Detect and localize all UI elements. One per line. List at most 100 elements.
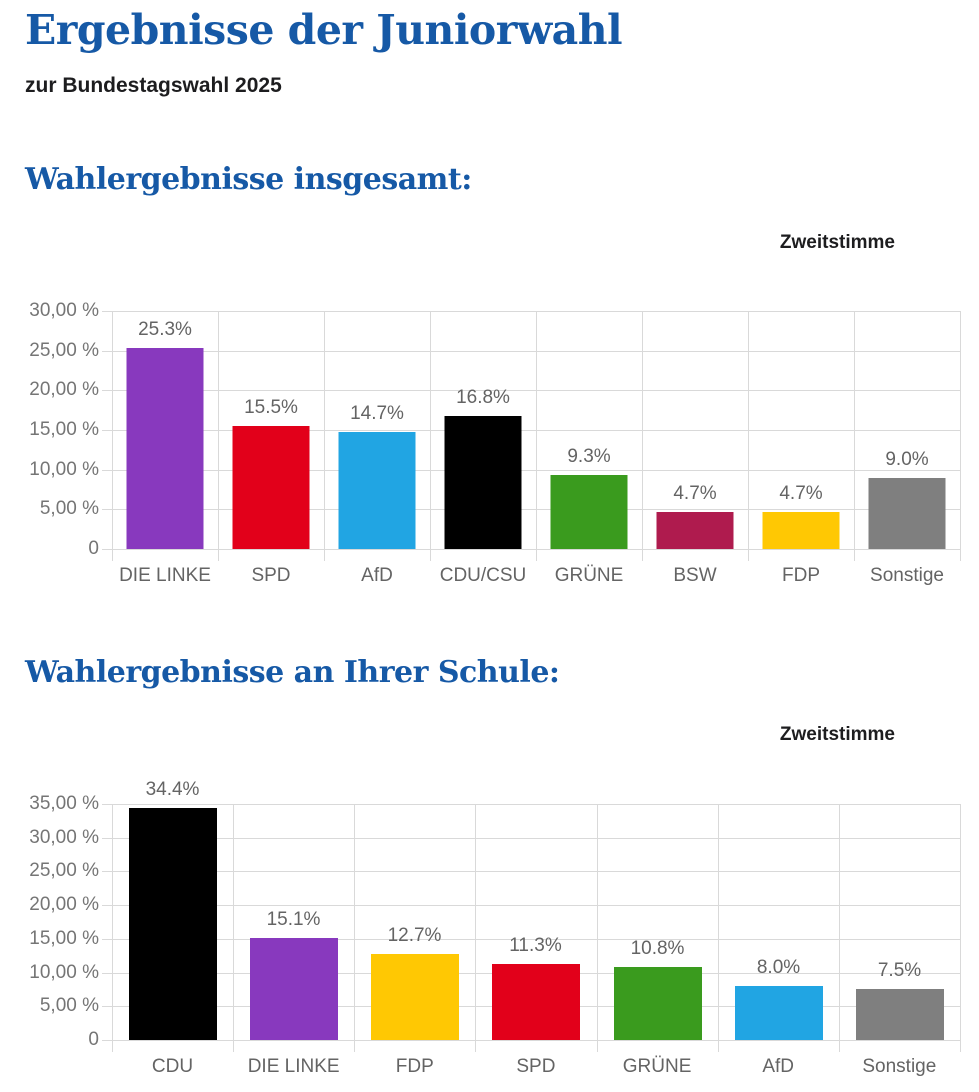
value-label: 4.7% xyxy=(673,483,717,504)
value-label: 15.5% xyxy=(244,397,298,418)
y-axis-tick-label: 35,00 % xyxy=(29,793,99,814)
plot-area: 30,00 % 25,00 % 20,00 % 15,00 % 10,00 % 5,00 … xyxy=(29,301,961,561)
x-axis-category-label: DIE LINKE xyxy=(247,1056,340,1077)
legend-zweitstimme-school: Zweitstimme xyxy=(779,724,895,745)
bar-die-linke xyxy=(126,348,204,549)
gridline-vertical xyxy=(112,311,113,561)
y-axis-tick-label: 15,00 % xyxy=(29,928,99,949)
page-subtitle: zur Bundestagswahl 2025 xyxy=(25,74,282,97)
value-label: 9.3% xyxy=(567,446,611,467)
y-axis-tick-label: 20,00 % xyxy=(29,894,99,915)
bar-die-linke xyxy=(249,938,338,1040)
gridline-vertical xyxy=(233,804,234,1052)
gridline-horizontal xyxy=(102,470,960,471)
gridline-horizontal xyxy=(102,804,960,805)
plot-area: 35,00 % 30,00 % 25,00 % 20,00 % 15,00 % 10,00… xyxy=(29,779,961,1052)
category-cell: 8.0% xyxy=(718,804,839,1040)
legend-zweitstimme-overall: Zweitstimme xyxy=(779,232,895,253)
x-axis-category-label: FDP xyxy=(395,1056,434,1077)
x-axis-category-label: BSW xyxy=(673,565,717,586)
category-cell: 15.5% xyxy=(218,311,324,549)
value-label: 8.0% xyxy=(756,957,801,978)
bar-cdu-csu xyxy=(444,416,522,549)
gridline-horizontal xyxy=(102,311,960,312)
x-axis-category-label: GRÜNE xyxy=(554,565,624,586)
bar-chart-school: 35,00 % 30,00 % 25,00 % 20,00 % 15,00 % 10,00… xyxy=(0,779,979,1092)
y-axis-tick-label: 5,00 % xyxy=(39,995,99,1016)
bar-bsw xyxy=(656,512,734,549)
value-label: 14.7% xyxy=(350,403,404,424)
category-cell: 11.3% xyxy=(475,804,596,1040)
gridline-horizontal xyxy=(102,549,960,550)
category-cell: 10.8% xyxy=(597,804,718,1040)
gridline-horizontal xyxy=(102,838,960,839)
gridline-vertical xyxy=(597,804,598,1052)
gridline-horizontal xyxy=(102,871,960,872)
value-label: 34.4% xyxy=(145,779,200,800)
y-axis-tick-label: 25,00 % xyxy=(29,860,99,881)
x-axis-category-label: FDP xyxy=(782,565,820,586)
page-title: Ergebnisse der Juniorwahl xyxy=(25,6,623,54)
value-label: 7.5% xyxy=(877,960,922,981)
section-heading-overall: Wahlergebnisse insgesamt: xyxy=(25,162,472,197)
gridline-horizontal xyxy=(102,509,960,510)
y-axis-tick-label: 30,00 % xyxy=(29,300,99,321)
gridline-vertical xyxy=(536,311,537,561)
category-cell: 4.7% xyxy=(642,311,748,549)
gridline-vertical xyxy=(112,804,113,1052)
bar-spd xyxy=(491,964,580,1040)
gridline-vertical xyxy=(748,311,749,561)
bar-fdp xyxy=(762,512,840,549)
category-cell: 34.4% xyxy=(112,779,233,1040)
gridline-horizontal xyxy=(102,1040,960,1041)
gridline-vertical xyxy=(960,804,961,1052)
bar-sonstige xyxy=(868,478,946,549)
gridline-vertical xyxy=(354,804,355,1052)
x-axis-category-label: AfD xyxy=(361,565,393,586)
value-label: 16.8% xyxy=(456,387,510,408)
gridline-vertical xyxy=(475,804,476,1052)
gridline-horizontal xyxy=(102,905,960,906)
x-axis-category-label: SPD xyxy=(251,565,291,586)
x-axis-category-label: Sonstige xyxy=(862,1056,937,1077)
y-axis-tick-label: 15,00 % xyxy=(29,419,99,440)
bar-spd xyxy=(232,426,310,549)
bar-grüne xyxy=(613,967,702,1040)
y-axis-tick-label: 10,00 % xyxy=(29,459,99,480)
y-axis-tick-label: 0 xyxy=(88,1029,99,1050)
x-axis-category-label: GRÜNE xyxy=(622,1056,692,1077)
y-axis-tick-label: 5,00 % xyxy=(39,498,99,519)
category-cell: 12.7% xyxy=(354,804,475,1040)
category-cell: 25.3% xyxy=(112,311,218,549)
bar-grüne xyxy=(550,475,628,549)
value-label: 9.0% xyxy=(885,449,929,470)
gridline-vertical xyxy=(960,311,961,561)
y-axis-tick-label: 25,00 % xyxy=(29,340,99,361)
value-label: 4.7% xyxy=(779,483,823,504)
y-axis-tick-label: 30,00 % xyxy=(29,827,99,848)
category-cell: 14.7% xyxy=(324,311,430,549)
y-axis-tick-label: 10,00 % xyxy=(29,962,99,983)
category-cell: 7.5% xyxy=(839,804,960,1040)
gridline-horizontal xyxy=(102,430,960,431)
x-axis-category-label: Sonstige xyxy=(870,565,944,586)
category-cell: 15.1% xyxy=(233,804,354,1040)
gridline-vertical xyxy=(218,311,219,561)
x-axis-category-label: SPD xyxy=(516,1056,556,1077)
bar-sonstige xyxy=(855,989,944,1040)
gridline-vertical xyxy=(324,311,325,561)
y-axis-tick-label: 0 xyxy=(88,538,99,559)
bar-cdu xyxy=(128,808,217,1040)
x-axis-category-label: CDU/CSU xyxy=(439,565,527,586)
value-label: 15.1% xyxy=(266,909,321,930)
x-axis-category-label: DIE LINKE xyxy=(119,565,211,586)
value-label: 12.7% xyxy=(387,925,442,946)
x-axis-category-label: CDU xyxy=(151,1056,194,1077)
gridline-horizontal xyxy=(102,351,960,352)
y-axis-tick-label: 20,00 % xyxy=(29,379,99,400)
category-cell: 4.7% xyxy=(748,311,854,549)
value-label: 11.3% xyxy=(509,935,562,956)
bar-afd xyxy=(734,986,823,1040)
gridline-vertical xyxy=(854,311,855,561)
value-label: 25.3% xyxy=(138,319,192,340)
